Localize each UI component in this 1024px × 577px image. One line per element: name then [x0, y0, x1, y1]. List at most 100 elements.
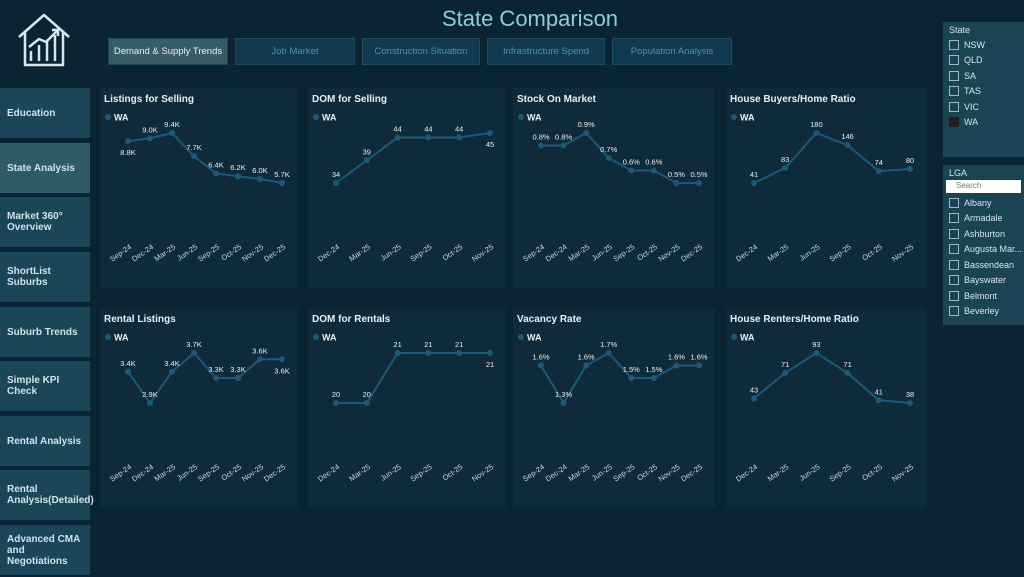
slicer-item[interactable]: Beverley: [943, 304, 1024, 320]
legend-label: WA: [527, 333, 542, 343]
nav-button[interactable]: Simple KPI Check: [0, 361, 90, 411]
nav-button[interactable]: Suburb Trends: [0, 307, 90, 357]
data-label: 9.0K: [142, 125, 157, 134]
tab-button[interactable]: Job Market: [235, 38, 355, 65]
data-label: 5.7K: [274, 170, 289, 179]
slicer-item[interactable]: Armadale: [943, 211, 1024, 227]
series-line: [753, 131, 911, 184]
checkbox[interactable]: [949, 86, 959, 97]
legend-marker: [731, 114, 737, 120]
data-label: 0.5%: [668, 170, 685, 179]
slicer-item[interactable]: Belmont: [943, 288, 1024, 304]
data-label: 21: [393, 340, 401, 349]
slicer-item-label: Bassendean: [964, 259, 1015, 270]
chart-panel: [100, 88, 298, 288]
slicer-item[interactable]: Bayswater: [943, 273, 1024, 289]
data-label: 43: [750, 385, 758, 394]
data-point: [169, 368, 175, 375]
chart-title: House Renters/Home Ratio: [730, 314, 859, 325]
checkbox[interactable]: [949, 213, 959, 224]
slicer-item[interactable]: VIC: [943, 99, 1024, 115]
checkbox[interactable]: [949, 39, 959, 50]
series-line: [753, 351, 911, 404]
checkbox[interactable]: [949, 275, 959, 286]
data-point: [875, 397, 882, 404]
slicer-item-label: Bayswater: [964, 275, 1007, 286]
checkbox[interactable]: [949, 197, 959, 208]
data-point: [279, 180, 285, 186]
data-point: [583, 130, 590, 136]
slicer-item[interactable]: SA: [943, 68, 1024, 84]
slicer-item[interactable]: Albany: [943, 195, 1024, 211]
data-label: 2.9K: [142, 390, 157, 399]
data-label: 41: [875, 387, 883, 396]
data-label: 3.3K: [230, 365, 245, 374]
tab-button[interactable]: Population Analysis: [612, 38, 732, 65]
data-label: 45: [486, 140, 494, 149]
checkbox[interactable]: [949, 70, 959, 81]
series-line: [541, 131, 699, 184]
data-point: [169, 130, 175, 136]
slicer-item-label: VIC: [964, 101, 980, 112]
page-title: State Comparison: [441, 6, 619, 31]
checkbox[interactable]: [949, 306, 959, 317]
data-point: [673, 362, 680, 369]
nav-button[interactable]: Rental Analysis(Detailed): [0, 470, 94, 520]
data-label: 6.4K: [208, 161, 223, 170]
data-label: 44: [393, 125, 401, 134]
series-line: [336, 352, 490, 404]
data-point: [751, 395, 757, 402]
slicer-item-label: Ashburton: [964, 228, 1006, 239]
legend-marker: [313, 334, 319, 340]
checkbox[interactable]: [949, 244, 959, 255]
data-point: [907, 400, 913, 406]
tab-button[interactable]: Demand & Supply Trends: [108, 38, 228, 65]
nav-button[interactable]: Rental Analysis: [0, 416, 90, 466]
data-point: [605, 350, 612, 356]
data-point: [125, 368, 131, 375]
data-point: [628, 375, 635, 381]
data-point: [125, 138, 131, 145]
nav-button[interactable]: State Analysis: [0, 143, 90, 193]
data-label: 6.0K: [252, 166, 267, 175]
data-point: [394, 134, 401, 141]
data-label: 3.4K: [164, 359, 179, 368]
checkbox[interactable]: [949, 228, 959, 239]
slicer-item[interactable]: Augusta Mar...: [943, 242, 1024, 258]
chart-panel: [100, 308, 298, 508]
checkbox[interactable]: [949, 259, 959, 270]
slicer-title: LGA: [949, 168, 968, 178]
data-point: [650, 167, 657, 174]
checkbox[interactable]: [949, 55, 959, 66]
search-box[interactable]: Search: [946, 180, 1021, 193]
nav-button[interactable]: Education: [0, 88, 90, 138]
slicer-item[interactable]: NSW: [943, 37, 1024, 53]
checkbox[interactable]: [949, 117, 959, 128]
data-label: 1.6%: [668, 353, 685, 362]
legend-label: WA: [740, 113, 755, 123]
data-label: 7.7K: [186, 143, 201, 152]
data-point: [907, 165, 913, 172]
checkbox[interactable]: [949, 290, 959, 301]
nav-button[interactable]: Market 360° Overview: [0, 197, 90, 247]
legend-label: WA: [322, 113, 337, 123]
slicer-item[interactable]: Ashburton: [943, 226, 1024, 242]
nav-button[interactable]: Advanced CMA and Negotiations: [0, 525, 90, 575]
legend-marker: [105, 334, 111, 340]
tab-button[interactable]: Construction Situation: [362, 38, 480, 65]
tab-button[interactable]: Infrastructure Spend: [487, 38, 605, 65]
data-label: 1.7%: [600, 340, 617, 349]
nav-button[interactable]: ShortList Suburbs: [0, 252, 90, 302]
slicer-item[interactable]: Bassendean: [943, 257, 1024, 273]
slicer-item[interactable]: TAS: [943, 84, 1024, 100]
data-point: [191, 350, 197, 356]
slicer-item[interactable]: WA: [943, 115, 1024, 131]
data-label: 0.9%: [578, 120, 595, 129]
slicer-item[interactable]: QLD: [943, 53, 1024, 69]
data-label: 20: [332, 390, 340, 399]
data-label: 0.6%: [645, 158, 662, 167]
data-label: 0.7%: [600, 145, 617, 154]
data-label: 180: [810, 120, 823, 129]
checkbox[interactable]: [949, 101, 959, 112]
chart-panel: [308, 88, 506, 288]
